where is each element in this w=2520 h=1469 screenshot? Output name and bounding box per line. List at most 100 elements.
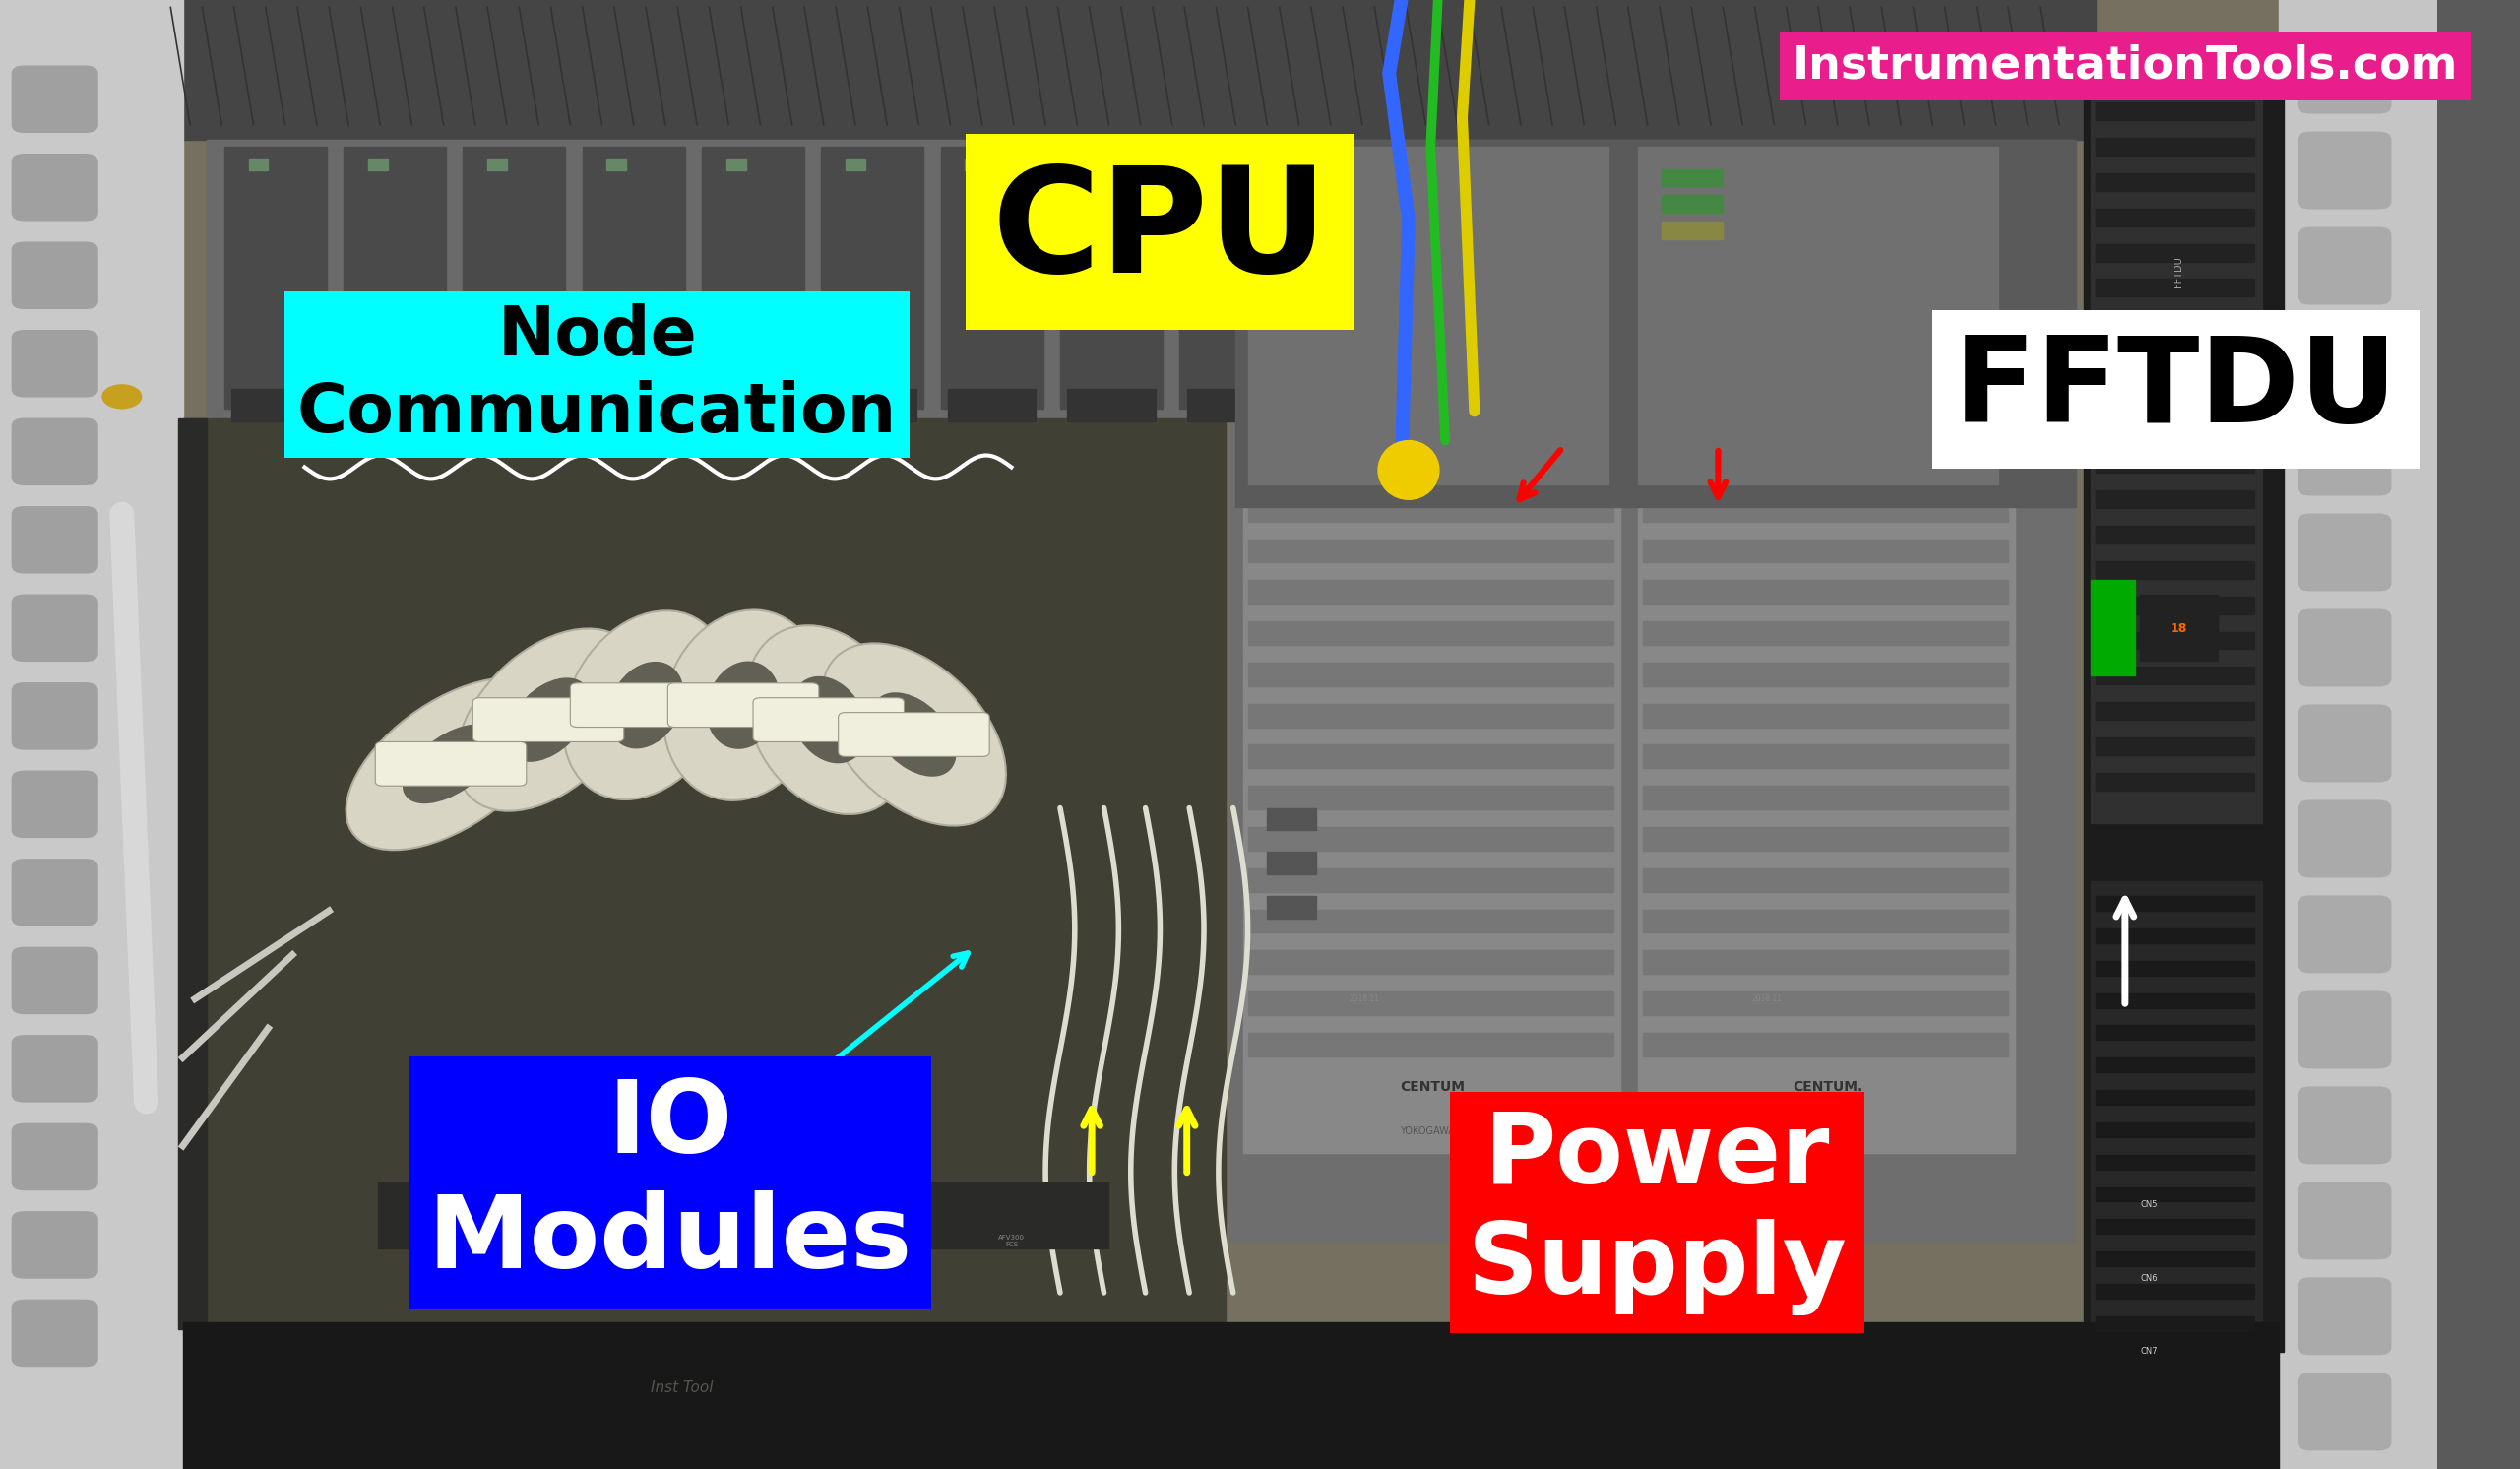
Bar — [1643, 169, 2008, 192]
Bar — [2097, 961, 2255, 975]
Bar — [1643, 868, 2008, 892]
Bar — [1643, 621, 2008, 645]
FancyBboxPatch shape — [13, 507, 98, 573]
Text: CENTUM: CENTUM — [1401, 1080, 1467, 1094]
Ellipse shape — [746, 626, 912, 814]
Bar — [1247, 147, 1608, 485]
FancyBboxPatch shape — [2298, 228, 2391, 304]
FancyBboxPatch shape — [13, 1212, 98, 1278]
Bar — [184, 1322, 2278, 1469]
Bar — [2097, 896, 2255, 911]
Bar — [2097, 1219, 2255, 1234]
Bar — [1247, 950, 1613, 974]
Bar — [2097, 314, 2255, 332]
Bar — [179, 419, 207, 1329]
Bar — [1084, 159, 1104, 170]
Bar — [1247, 580, 1613, 604]
FancyBboxPatch shape — [570, 683, 721, 727]
Bar — [1643, 786, 2008, 809]
Text: CENTUM.: CENTUM. — [1792, 1080, 1862, 1094]
Bar — [1643, 333, 2008, 357]
FancyBboxPatch shape — [13, 154, 98, 220]
Bar — [2097, 491, 2255, 508]
Bar — [2092, 88, 2260, 823]
Bar — [2097, 1284, 2255, 1299]
Text: YOKOGAWA ♦: YOKOGAWA ♦ — [1399, 1127, 1467, 1136]
Bar — [1230, 140, 2074, 1241]
Bar — [1247, 498, 1613, 521]
Bar — [464, 147, 564, 408]
Bar — [471, 389, 557, 422]
Text: CN7: CN7 — [2142, 1347, 2157, 1356]
Bar — [2097, 561, 2255, 579]
FancyBboxPatch shape — [13, 242, 98, 308]
FancyBboxPatch shape — [2298, 37, 2391, 113]
Bar — [2092, 881, 2260, 1366]
Bar — [1247, 827, 1613, 851]
Ellipse shape — [403, 724, 499, 804]
Bar — [829, 389, 917, 422]
Bar — [2139, 595, 2218, 661]
Bar — [1247, 909, 1613, 933]
Bar — [2097, 928, 2255, 943]
Ellipse shape — [562, 611, 728, 799]
Bar — [2097, 173, 2255, 191]
FancyBboxPatch shape — [13, 948, 98, 1014]
Text: InstrumentationTools.com: InstrumentationTools.com — [1792, 44, 2457, 88]
Bar — [1643, 251, 2008, 275]
Bar — [1638, 154, 2016, 1153]
Bar — [1268, 896, 1315, 918]
FancyBboxPatch shape — [13, 771, 98, 837]
Bar — [2097, 1090, 2255, 1105]
Bar — [847, 159, 864, 170]
Bar — [1663, 169, 1724, 187]
Bar — [224, 147, 328, 408]
Bar — [2097, 1252, 2255, 1266]
Bar — [184, 419, 1225, 1329]
Bar — [2097, 702, 2255, 720]
FancyBboxPatch shape — [839, 712, 990, 757]
Text: CN6: CN6 — [2142, 1274, 2157, 1282]
Bar — [2097, 1316, 2255, 1331]
FancyBboxPatch shape — [2298, 1183, 2391, 1259]
Text: FFTDU: FFTDU — [1953, 332, 2399, 447]
FancyBboxPatch shape — [2298, 705, 2391, 782]
Bar — [1643, 580, 2008, 604]
Bar — [703, 147, 804, 408]
FancyBboxPatch shape — [474, 698, 625, 742]
Text: Node
Communication: Node Communication — [297, 304, 897, 445]
Bar — [2097, 773, 2255, 790]
Bar — [1242, 154, 1620, 1153]
FancyBboxPatch shape — [2298, 801, 2391, 877]
Ellipse shape — [1378, 441, 1439, 499]
Bar — [1643, 375, 2008, 398]
Bar — [1273, 222, 1333, 239]
FancyBboxPatch shape — [2298, 323, 2391, 400]
Bar — [2097, 526, 2255, 544]
Bar — [1247, 704, 1613, 727]
Bar — [1247, 786, 1613, 809]
FancyBboxPatch shape — [2298, 514, 2391, 591]
Text: FFTDU: FFTDU — [2175, 256, 2185, 288]
Bar — [1205, 159, 1222, 170]
Ellipse shape — [663, 610, 824, 801]
FancyBboxPatch shape — [375, 742, 527, 786]
Bar — [171, 0, 2097, 140]
Bar — [378, 1183, 1109, 1249]
Bar — [1179, 147, 1283, 408]
Bar — [1247, 292, 1613, 316]
Bar — [350, 389, 438, 422]
Bar — [582, 147, 685, 408]
Bar — [2097, 385, 2255, 403]
FancyBboxPatch shape — [13, 419, 98, 485]
Bar — [2097, 993, 2255, 1008]
Bar — [1643, 210, 2008, 234]
Bar — [1643, 416, 2008, 439]
FancyBboxPatch shape — [2298, 1278, 2391, 1354]
Bar — [2097, 737, 2255, 755]
Bar — [1643, 1033, 2008, 1056]
Bar — [708, 389, 796, 422]
Bar — [2097, 1025, 2255, 1040]
Bar — [2097, 1187, 2255, 1202]
Bar — [1247, 868, 1613, 892]
